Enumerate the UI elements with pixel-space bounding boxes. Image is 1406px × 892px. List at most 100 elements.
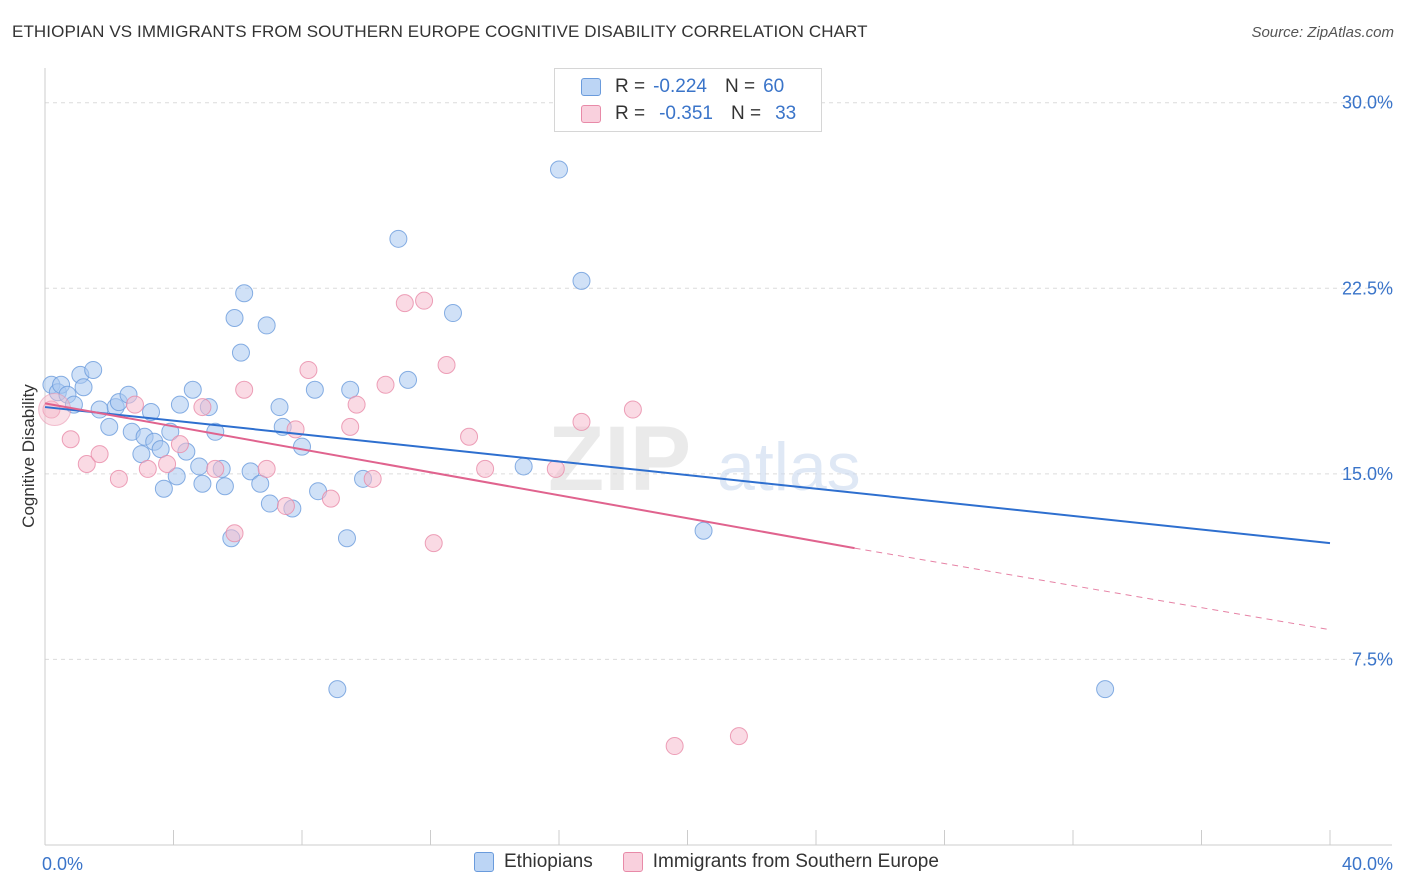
- n-label: N =: [724, 76, 756, 97]
- southern-europe-point: [206, 459, 225, 478]
- southern-europe-trend-extension: [854, 547, 1331, 631]
- watermark: ZIP atlas: [548, 408, 861, 510]
- ethiopian-point: [225, 308, 244, 327]
- ethiopians-trend-line: [44, 406, 1331, 545]
- southern-europe-point: [415, 291, 434, 310]
- ethiopian-point: [251, 474, 270, 493]
- southern-europe-point: [424, 534, 443, 553]
- ethiopian-point: [257, 316, 276, 335]
- ethiopian-point: [572, 271, 591, 290]
- ethiopian-point: [167, 467, 186, 486]
- ethiopian-point: [389, 229, 408, 248]
- ethiopian-point: [132, 445, 151, 464]
- southern-europe-point: [138, 459, 157, 478]
- ethiopian-point: [183, 380, 202, 399]
- ethiopian-point: [74, 378, 93, 397]
- legend-swatch-ethiopians: [474, 852, 494, 872]
- stats-row-ethiopians: R = -0.224 N = 60: [581, 74, 784, 100]
- southern-europe-point: [225, 524, 244, 543]
- ethiopian-point: [231, 343, 250, 362]
- x-tick-label-min: 0.0%: [42, 854, 83, 874]
- southern-europe-point: [109, 469, 128, 488]
- southern-europe-point: [341, 417, 360, 436]
- ethiopian-point: [328, 680, 347, 699]
- southern-europe-point: [321, 489, 340, 508]
- southern-europe-point: [437, 356, 456, 375]
- southern-europe-point: [90, 445, 109, 464]
- southern-europe-point: [572, 412, 591, 431]
- ethiopian-point: [170, 395, 189, 414]
- ethiopian-point: [151, 440, 170, 459]
- ethiopian-point: [193, 474, 212, 493]
- southern-europe-point: [170, 435, 189, 454]
- southern-europe-point: [363, 469, 382, 488]
- y-tick-label: 7.5%: [1352, 649, 1393, 669]
- stats-row-southern-europe: R = -0.351 N = 33: [581, 101, 796, 127]
- southern-europe-swatch: [581, 105, 601, 123]
- southern-europe-point: [193, 398, 212, 417]
- southern-europe-point: [276, 497, 295, 516]
- y-tick-label: 22.5%: [1342, 278, 1393, 298]
- r-value-southern-europe: -0.351: [659, 103, 713, 124]
- ethiopian-point: [694, 521, 713, 540]
- grid-layer: [45, 102, 1392, 660]
- southern-europe-point: [61, 430, 80, 449]
- ethiopian-point: [235, 284, 254, 303]
- legend-label-southern-europe: Immigrants from Southern Europe: [652, 851, 939, 872]
- ethiopian-point: [270, 398, 289, 417]
- ethiopian-point: [293, 437, 311, 456]
- ethiopian-point: [1096, 680, 1115, 699]
- axis-layer: 7.5% 15.0% 22.5% 30.0% 0.0% 40.0%: [42, 68, 1393, 874]
- n-value-southern-europe: 33: [775, 103, 797, 124]
- legend-item-ethiopians[interactable]: Ethiopians: [474, 851, 593, 873]
- southern-europe-point: [257, 459, 276, 478]
- y-tick-label: 15.0%: [1342, 464, 1393, 484]
- southern-europe-point: [665, 737, 684, 756]
- ethiopians-swatch: [581, 78, 601, 96]
- stats-legend: R = -0.224 N = 60 R = -0.351 N = 33: [554, 68, 822, 132]
- ethiopian-point: [260, 494, 279, 513]
- ethiopian-point: [337, 529, 356, 548]
- trend-layer: [44, 402, 1331, 631]
- southern-europe-point: [729, 727, 748, 746]
- southern-europe-point: [158, 454, 177, 473]
- southern-europe-point: [376, 375, 395, 394]
- southern-europe-point: [347, 395, 366, 414]
- southern-europe-trend-line: [44, 402, 855, 550]
- y-tick-label: 30.0%: [1342, 93, 1393, 113]
- series-legend: Ethiopians Immigrants from Southern Euro…: [474, 851, 969, 873]
- ethiopian-point: [142, 403, 161, 422]
- ethiopian-point: [399, 370, 418, 389]
- southern-europe-point: [460, 427, 479, 446]
- r-label: R =: [615, 76, 646, 97]
- legend-label-ethiopians: Ethiopians: [504, 851, 593, 872]
- southern-europe-point: [125, 395, 144, 414]
- n-label: N =: [730, 103, 762, 124]
- ethiopian-point: [305, 380, 324, 399]
- chart-title: ETHIOPIAN VS IMMIGRANTS FROM SOUTHERN EU…: [12, 22, 868, 41]
- ethiopian-point: [100, 417, 119, 436]
- watermark-atlas: atlas: [717, 429, 861, 505]
- southern-europe-point: [395, 294, 414, 313]
- ethiopian-point: [514, 457, 533, 476]
- ethiopian-point: [341, 380, 360, 399]
- y-axis-title: Cognitive Disability: [19, 384, 38, 528]
- source-label: Source: ZipAtlas.com: [1251, 24, 1394, 41]
- n-value-ethiopians: 60: [763, 76, 785, 97]
- southern-europe-point: [299, 360, 318, 379]
- ethiopian-point: [84, 360, 103, 379]
- x-tick-label-max: 40.0%: [1342, 854, 1393, 874]
- southern-europe-point: [546, 459, 565, 478]
- watermark-zip: ZIP: [548, 408, 691, 510]
- southern-europe-point: [286, 420, 305, 439]
- southern-europe-point: [77, 454, 96, 473]
- ethiopian-point: [154, 479, 173, 498]
- ethiopian-point: [550, 160, 568, 179]
- legend-item-southern-europe[interactable]: Immigrants from Southern Europe: [622, 851, 939, 873]
- southern-europe-point: [476, 459, 495, 478]
- ethiopian-point: [190, 457, 209, 476]
- ethiopian-point: [443, 304, 462, 323]
- ethiopian-point: [161, 422, 180, 441]
- r-label: R =: [615, 103, 646, 124]
